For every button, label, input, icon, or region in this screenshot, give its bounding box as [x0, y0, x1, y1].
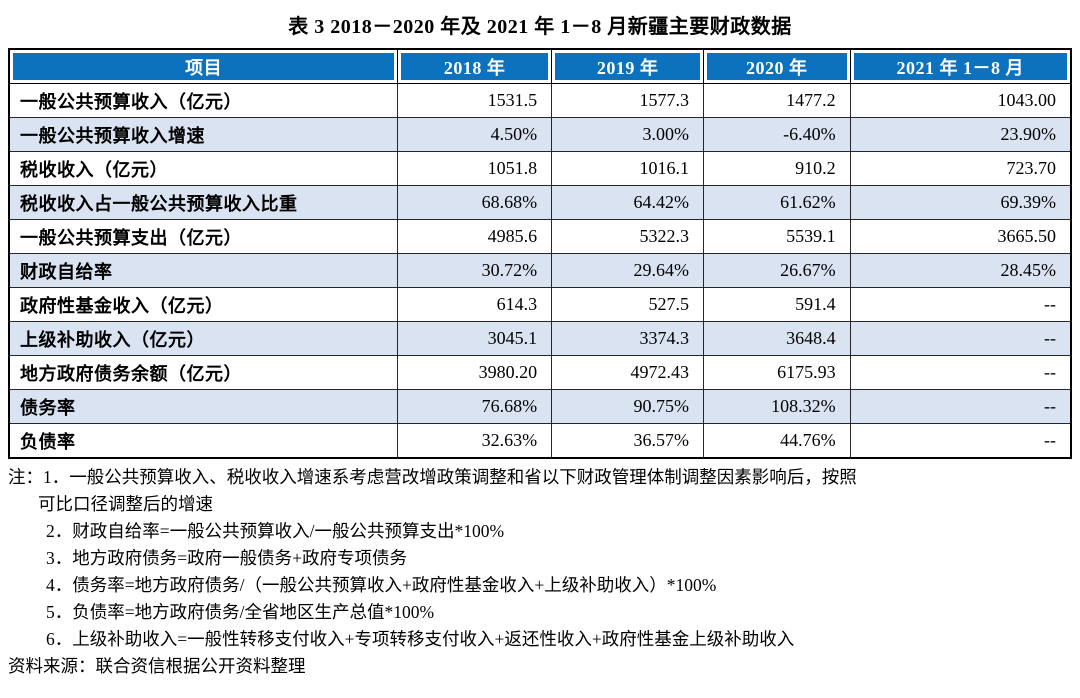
column-header-2019: 2019 年 — [551, 48, 705, 84]
table-row: 一般公共预算收入增速 4.50% 3.00% -6.40% 23.90% — [8, 117, 1072, 152]
cell-value: -6.40% — [703, 117, 851, 152]
note-line-6: 6．上级补助收入=一般性转移支付收入+专项转移支付收入+返还性收入+政府性基金上… — [46, 629, 795, 649]
cell-value: 64.42% — [551, 185, 705, 220]
cell-value: 6175.93 — [703, 355, 851, 390]
cell-value: 1016.1 — [551, 151, 705, 186]
cell-value: 3665.50 — [849, 219, 1072, 254]
cell-value: 3648.4 — [703, 321, 851, 356]
data-source: 资料来源：联合资信根据公开资料整理 — [8, 656, 306, 676]
table-row: 税收收入占一般公共预算收入比重 68.68% 64.42% 61.62% 69.… — [8, 185, 1072, 220]
cell-value: 90.75% — [551, 389, 705, 424]
cell-value: 5322.3 — [551, 219, 705, 254]
row-label: 地方政府债务余额（亿元） — [8, 355, 399, 390]
table-row: 政府性基金收入（亿元） 614.3 527.5 591.4 -- — [8, 287, 1072, 322]
row-label: 上级补助收入（亿元） — [8, 321, 399, 356]
table-row: 一般公共预算收入（亿元） 1531.5 1577.3 1477.2 1043.0… — [8, 83, 1072, 118]
cell-value: 69.39% — [849, 185, 1072, 220]
note-line-1-continued: 可比口径调整后的增速 — [38, 494, 213, 514]
cell-value: 44.76% — [703, 423, 851, 459]
note-line-2: 2．财政自给率=一般公共预算收入/一般公共预算支出*100% — [46, 521, 505, 541]
cell-value: -- — [849, 355, 1072, 390]
row-label: 一般公共预算收入增速 — [8, 117, 399, 152]
cell-value: 1477.2 — [703, 83, 851, 118]
cell-value: 1577.3 — [551, 83, 705, 118]
cell-value: 108.32% — [703, 389, 851, 424]
table-row: 负债率 32.63% 36.57% 44.76% -- — [8, 423, 1072, 459]
page-title: 表 3 2018－2020 年及 2021 年 1－8 月新疆主要财政数据 — [288, 16, 792, 38]
cell-value: 68.68% — [397, 185, 553, 220]
cell-value: 32.63% — [397, 423, 553, 459]
row-label: 债务率 — [8, 389, 399, 424]
cell-value: 23.90% — [849, 117, 1072, 152]
table-row: 上级补助收入（亿元） 3045.1 3374.3 3648.4 -- — [8, 321, 1072, 356]
cell-value: 3.00% — [551, 117, 705, 152]
table-body: 一般公共预算收入（亿元） 1531.5 1577.3 1477.2 1043.0… — [8, 83, 1072, 459]
cell-value: -- — [849, 321, 1072, 356]
cell-value: -- — [849, 423, 1072, 459]
column-header-2020: 2020 年 — [703, 48, 851, 84]
cell-value: 4985.6 — [397, 219, 553, 254]
row-label: 税收收入占一般公共预算收入比重 — [8, 185, 399, 220]
cell-value: 614.3 — [397, 287, 553, 322]
header-row: 项目 2018 年 2019 年 2020 年 2021 年 1－8 月 — [8, 48, 1072, 84]
cell-value: 910.2 — [703, 151, 851, 186]
note-line-4: 4．债务率=地方政府债务/（一般公共预算收入+政府性基金收入+上级补助收入）*1… — [46, 575, 717, 595]
row-label: 负债率 — [8, 423, 399, 459]
table-row: 税收收入（亿元） 1051.8 1016.1 910.2 723.70 — [8, 151, 1072, 186]
column-header-2021: 2021 年 1－8 月 — [849, 48, 1072, 84]
row-label: 税收收入（亿元） — [8, 151, 399, 186]
row-label: 财政自给率 — [8, 253, 399, 288]
note-line-3: 3．地方政府债务=政府一般债务+政府专项债务 — [46, 548, 407, 568]
cell-value: 36.57% — [551, 423, 705, 459]
cell-value: 30.72% — [397, 253, 553, 288]
cell-value: 527.5 — [551, 287, 705, 322]
table-row: 地方政府债务余额（亿元） 3980.20 4972.43 6175.93 -- — [8, 355, 1072, 390]
row-label: 一般公共预算支出（亿元） — [8, 219, 399, 254]
document-page: 表 3 2018－2020 年及 2021 年 1－8 月新疆主要财政数据 项目… — [8, 16, 1072, 680]
table-row: 债务率 76.68% 90.75% 108.32% -- — [8, 389, 1072, 424]
cell-value: 1531.5 — [397, 83, 553, 118]
row-label: 一般公共预算收入（亿元） — [8, 83, 399, 118]
cell-value: -- — [849, 389, 1072, 424]
cell-value: 723.70 — [849, 151, 1072, 186]
cell-value: 3045.1 — [397, 321, 553, 356]
row-label: 政府性基金收入（亿元） — [8, 287, 399, 322]
note-line-1: 注：1．一般公共预算收入、税收收入增速系考虑营改增政策调整和省以下财政管理体制调… — [8, 467, 857, 487]
cell-value: 28.45% — [849, 253, 1072, 288]
table-notes: 注：1．一般公共预算收入、税收收入增速系考虑营改增政策调整和省以下财政管理体制调… — [8, 464, 1072, 680]
column-header-2018: 2018 年 — [397, 48, 553, 84]
cell-value: 4.50% — [397, 117, 553, 152]
note-line-5: 5．负债率=地方政府债务/全省地区生产总值*100% — [46, 602, 435, 622]
cell-value: 29.64% — [551, 253, 705, 288]
cell-value: 3374.3 — [551, 321, 705, 356]
cell-value: 5539.1 — [703, 219, 851, 254]
cell-value: 591.4 — [703, 287, 851, 322]
cell-value: 1043.00 — [849, 83, 1072, 118]
table-row: 一般公共预算支出（亿元） 4985.6 5322.3 5539.1 3665.5… — [8, 219, 1072, 254]
cell-value: -- — [849, 287, 1072, 322]
fiscal-data-table: 项目 2018 年 2019 年 2020 年 2021 年 1－8 月 一般公… — [8, 48, 1072, 459]
table-header: 项目 2018 年 2019 年 2020 年 2021 年 1－8 月 — [8, 48, 1072, 84]
cell-value: 3980.20 — [397, 355, 553, 390]
cell-value: 26.67% — [703, 253, 851, 288]
cell-value: 61.62% — [703, 185, 851, 220]
cell-value: 1051.8 — [397, 151, 553, 186]
column-header-item: 项目 — [8, 48, 399, 84]
table-row: 财政自给率 30.72% 29.64% 26.67% 28.45% — [8, 253, 1072, 288]
cell-value: 76.68% — [397, 389, 553, 424]
cell-value: 4972.43 — [551, 355, 705, 390]
